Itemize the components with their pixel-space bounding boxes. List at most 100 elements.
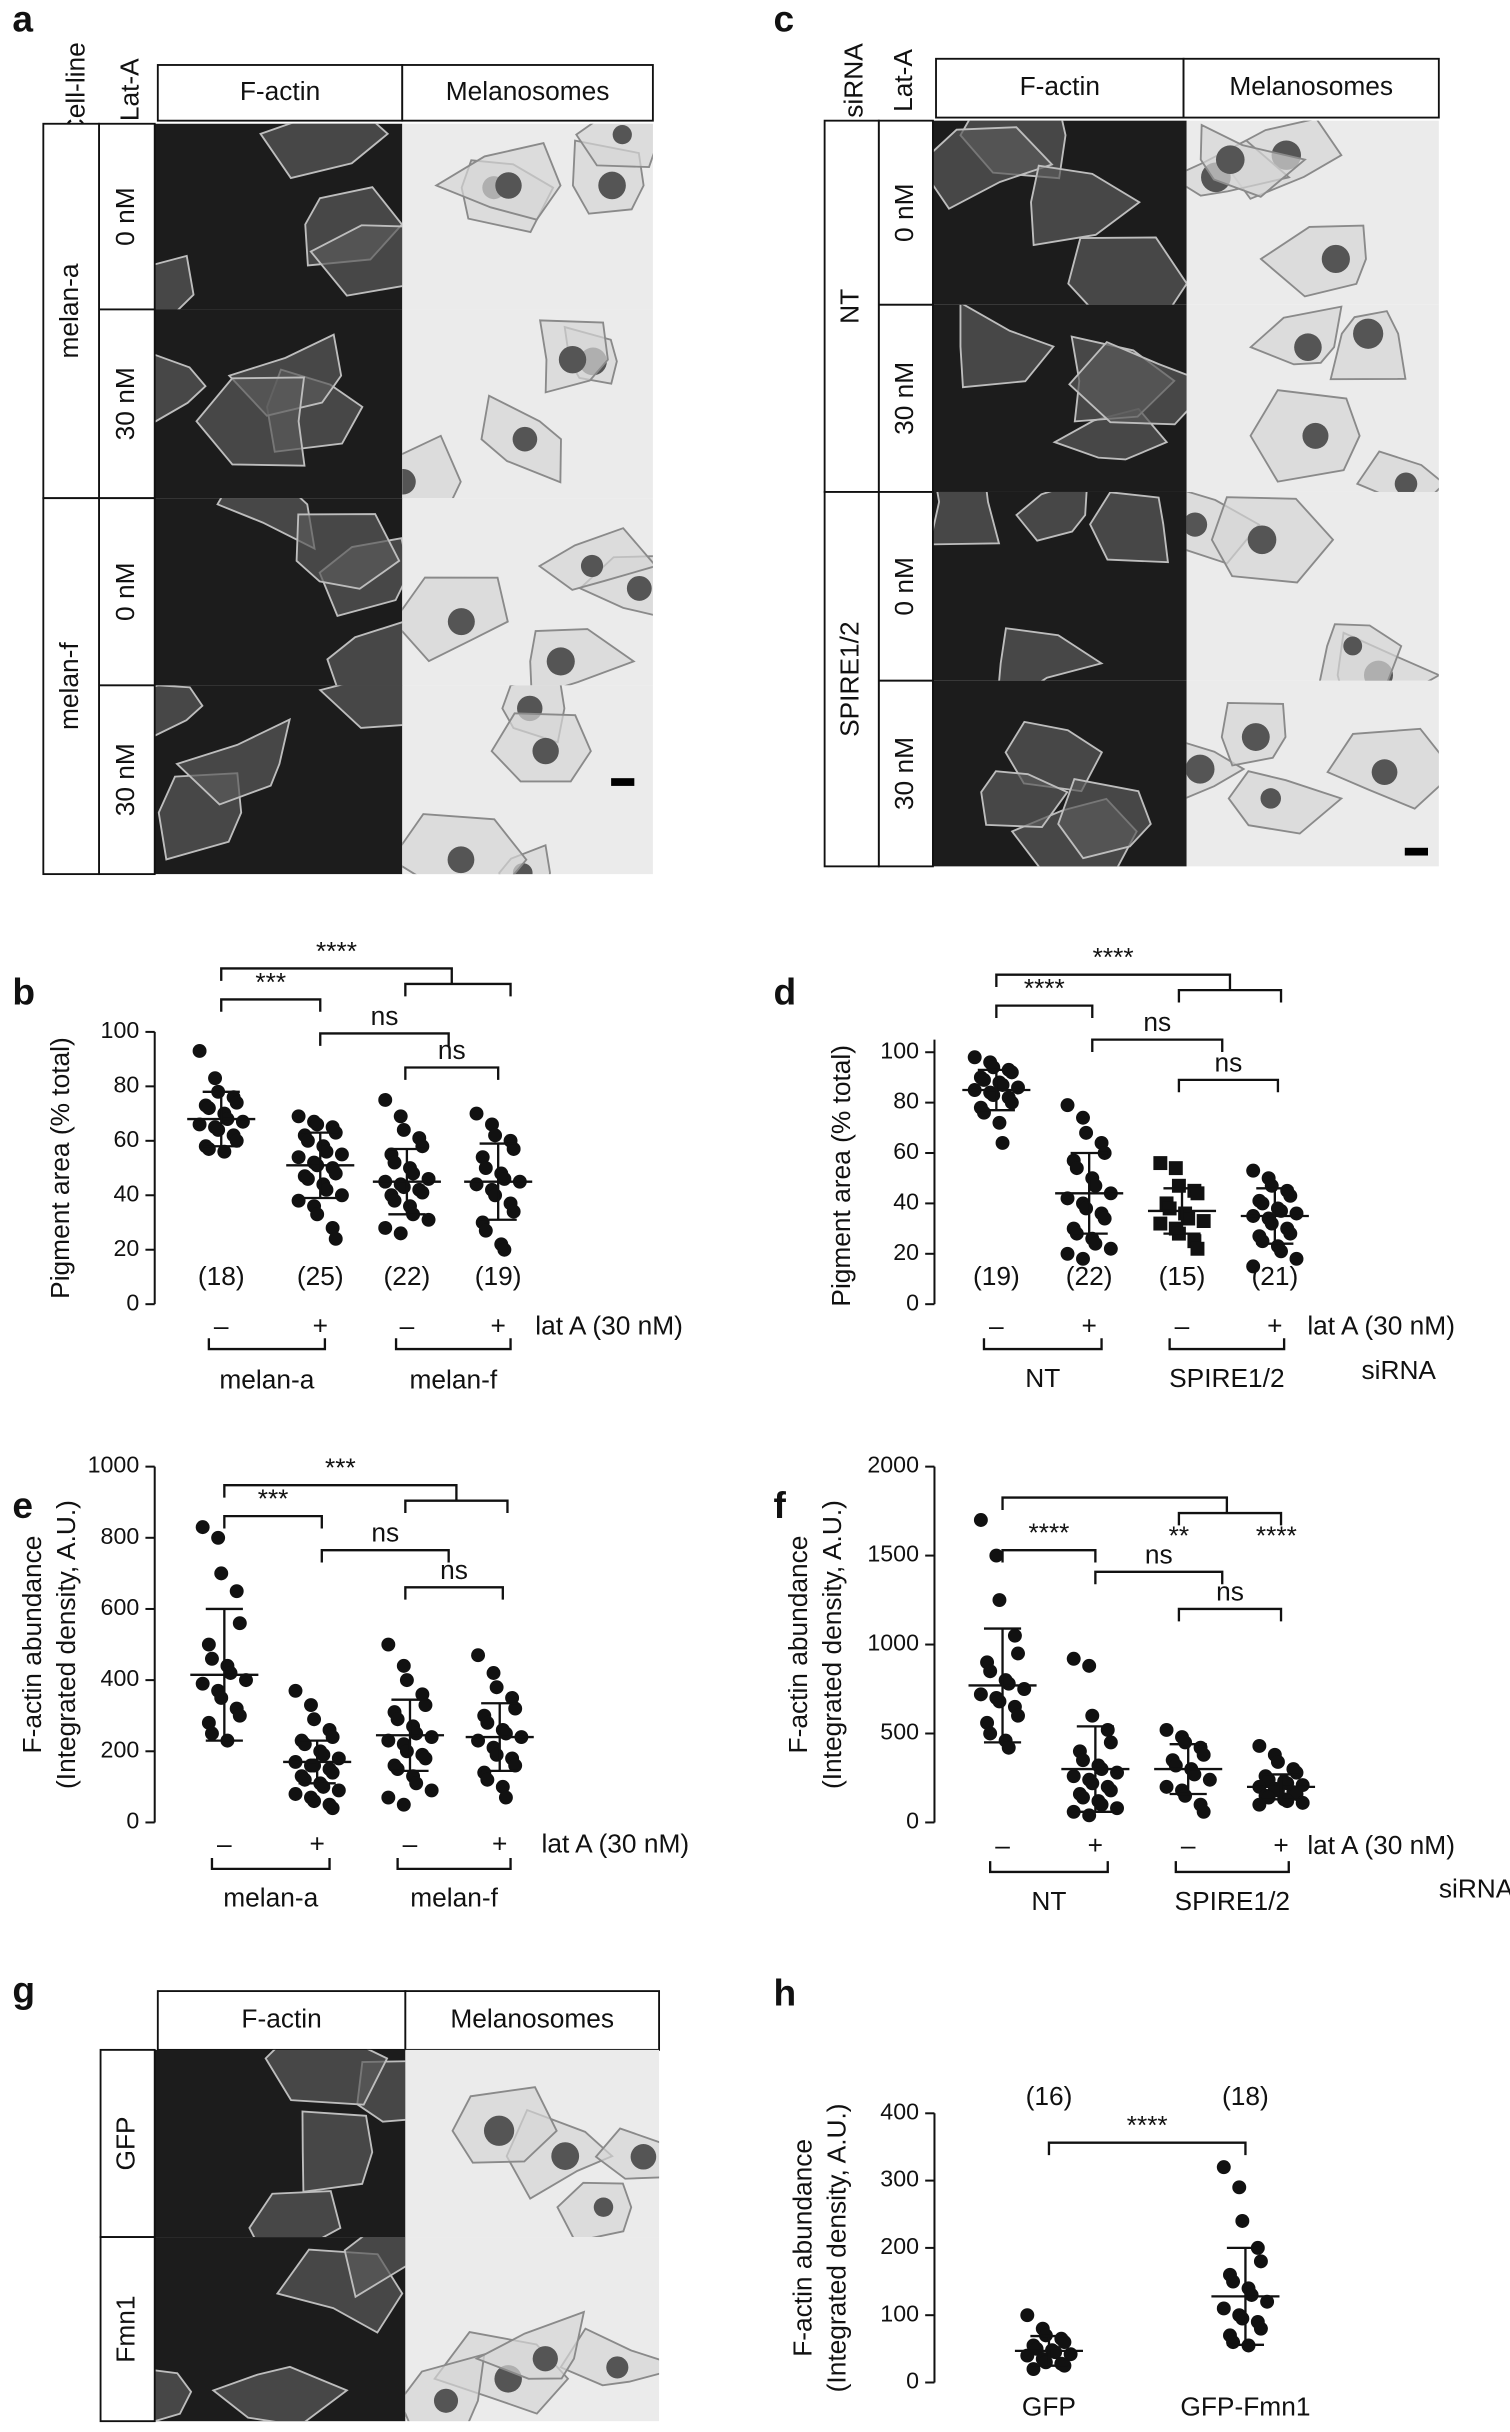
data-point xyxy=(1252,1797,1267,1812)
significance-label: ns xyxy=(371,1518,399,1548)
data-point xyxy=(316,1779,331,1794)
data-point xyxy=(1168,1161,1183,1176)
y-tick-label: 40 xyxy=(893,1189,919,1215)
count-label: (19) xyxy=(973,1261,1020,1291)
cell xyxy=(1015,491,1088,542)
error-bar xyxy=(391,1698,429,1773)
data-point xyxy=(232,1708,247,1723)
box-label: F-actin xyxy=(241,2003,321,2033)
data-point xyxy=(1162,1201,1177,1216)
cell-body xyxy=(532,737,559,765)
x-tick-label: + xyxy=(1273,1830,1288,1860)
cell-body xyxy=(1321,244,1350,274)
group-bracket xyxy=(982,1338,1103,1351)
melanosome-image xyxy=(1186,304,1439,492)
data-point xyxy=(1110,1765,1124,1780)
error-bar xyxy=(481,1702,519,1773)
cell xyxy=(1355,450,1439,492)
data-point xyxy=(1289,1206,1304,1221)
label-box xyxy=(823,491,880,868)
cell xyxy=(154,254,195,310)
cell xyxy=(932,126,1054,210)
data-point xyxy=(223,1666,238,1680)
data-point xyxy=(508,1758,523,1773)
data-point xyxy=(983,1726,998,1741)
count-label: (22) xyxy=(1066,1261,1113,1291)
data-point xyxy=(486,1666,501,1680)
data-point xyxy=(1270,1755,1285,1769)
data-point xyxy=(1076,1251,1090,1266)
f-actin-image xyxy=(932,680,1187,867)
data-point xyxy=(1244,2288,1259,2302)
cells xyxy=(402,319,618,499)
cell-body xyxy=(1247,525,1277,555)
cell xyxy=(1319,623,1403,681)
x-tick-label: – xyxy=(214,1310,229,1340)
significance-label: **** xyxy=(1256,1521,1297,1551)
x-axis-label: lat A (30 nM) xyxy=(541,1829,689,1859)
y-tick-label: 200 xyxy=(101,1736,140,1762)
data-point xyxy=(1283,1188,1298,1203)
data-point xyxy=(1088,1178,1103,1193)
cell-body xyxy=(447,608,475,636)
data-point xyxy=(381,1637,396,1652)
significance-bracket xyxy=(220,998,322,1012)
data-point xyxy=(1168,1758,1183,1773)
cell-body xyxy=(532,2346,558,2372)
data-point xyxy=(1153,1156,1168,1171)
y-tick-label: 60 xyxy=(893,1138,919,1164)
y-axis-label: F-actin abundance xyxy=(17,1536,47,1754)
cell xyxy=(998,627,1104,681)
data-point xyxy=(1235,2311,1250,2326)
data-point xyxy=(239,1673,253,1688)
data-point xyxy=(297,1772,312,1787)
x-tick-label: + xyxy=(309,1829,324,1859)
x-tick-label: + xyxy=(1267,1310,1282,1340)
data-point xyxy=(1066,1804,1081,1819)
data-point xyxy=(488,1188,503,1203)
data-point xyxy=(1057,2335,1072,2350)
cell xyxy=(402,434,462,499)
label-box xyxy=(877,679,934,868)
error-bar xyxy=(983,1627,1022,1744)
significance-label: **** xyxy=(1127,2110,1168,2140)
count-label: (25) xyxy=(297,1261,344,1291)
data-point xyxy=(319,1144,334,1159)
cell xyxy=(326,621,403,686)
header-label: siRNA xyxy=(839,43,869,118)
data-point xyxy=(980,1715,995,1730)
significance-bracket xyxy=(1001,1496,1283,1526)
y-tick-label: 600 xyxy=(101,1594,140,1620)
data-point xyxy=(489,1680,504,1695)
cell xyxy=(575,123,653,169)
data-point xyxy=(1196,1214,1211,1229)
melanosome-image xyxy=(1186,491,1439,681)
data-point xyxy=(983,1664,998,1679)
cell-body xyxy=(612,125,632,145)
label-box xyxy=(98,308,156,500)
data-point xyxy=(497,1242,512,1257)
data-point xyxy=(1159,1722,1174,1737)
y-tick-label: 200 xyxy=(880,2233,919,2259)
cell xyxy=(295,513,401,590)
y-axis-label: (Integrated density, A.U.) xyxy=(821,2103,851,2392)
data-point xyxy=(325,1220,340,1235)
y-tick-label: 800 xyxy=(101,1523,140,1549)
f-actin-image xyxy=(154,685,403,875)
header-label: Lat-A xyxy=(114,58,144,121)
label-box xyxy=(823,119,880,493)
data-point xyxy=(1103,1783,1118,1798)
x-tick-label: – xyxy=(403,1829,418,1859)
data-point xyxy=(204,1651,219,1666)
group-label: melan-f xyxy=(409,1364,497,1394)
cells xyxy=(154,685,403,861)
data-point xyxy=(1196,1804,1211,1819)
data-point xyxy=(418,1698,433,1712)
data-point xyxy=(1187,1767,1202,1782)
count-label: (18) xyxy=(198,1261,245,1291)
box-label: 30 nM xyxy=(889,737,919,810)
x-tick-label: – xyxy=(995,1830,1010,1860)
cell xyxy=(154,685,204,737)
data-point xyxy=(424,1783,439,1798)
label-box xyxy=(156,64,404,122)
